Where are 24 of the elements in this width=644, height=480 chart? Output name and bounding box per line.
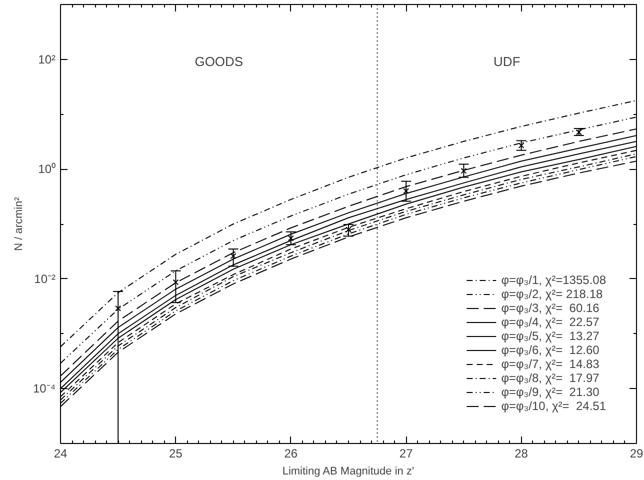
y-tick-label: 10⁰ [38,162,56,176]
x-tick-label: 28 [514,446,528,460]
legend-label: φ=φ₃/1, χ²=1355.08 [501,273,606,287]
x-axis-title: Limiting AB Magnitude in z' [282,466,414,478]
legend-label: φ=φ₃/10, χ²= 24.51 [501,399,606,413]
y-axis-title: N / arcmin² [12,196,25,251]
legend-label: φ=φ₃/2, χ²= 218.18 [501,287,603,301]
x-tick-label: 29 [630,446,644,460]
y-tick-label: 10² [38,52,56,66]
legend-label: φ=φ₃/6, χ²= 12.60 [501,343,600,357]
annotation: UDF [494,54,520,70]
legend-label: φ=φ₃/5, χ²= 13.27 [501,329,600,343]
x-tick-label: 24 [54,446,68,460]
x-tick-label: 27 [399,446,414,460]
y-tick-label: 10⁻⁴ [32,382,56,396]
legend-label: φ=φ₃/7, χ²= 14.83 [501,357,600,371]
legend-label: φ=φ₃/9, χ²= 21.30 [501,385,600,399]
annotation: GOODS [194,54,244,70]
x-tick-label: 25 [169,446,183,460]
y-tick-label: 10⁻² [34,272,56,286]
x-tick-label: 26 [284,446,298,460]
legend-label: φ=φ₃/4, χ²= 22.57 [501,315,600,329]
legend-label: φ=φ₃/3, χ²= 60.16 [501,301,600,315]
legend-label: φ=φ₃/8, χ²= 17.97 [501,371,600,385]
